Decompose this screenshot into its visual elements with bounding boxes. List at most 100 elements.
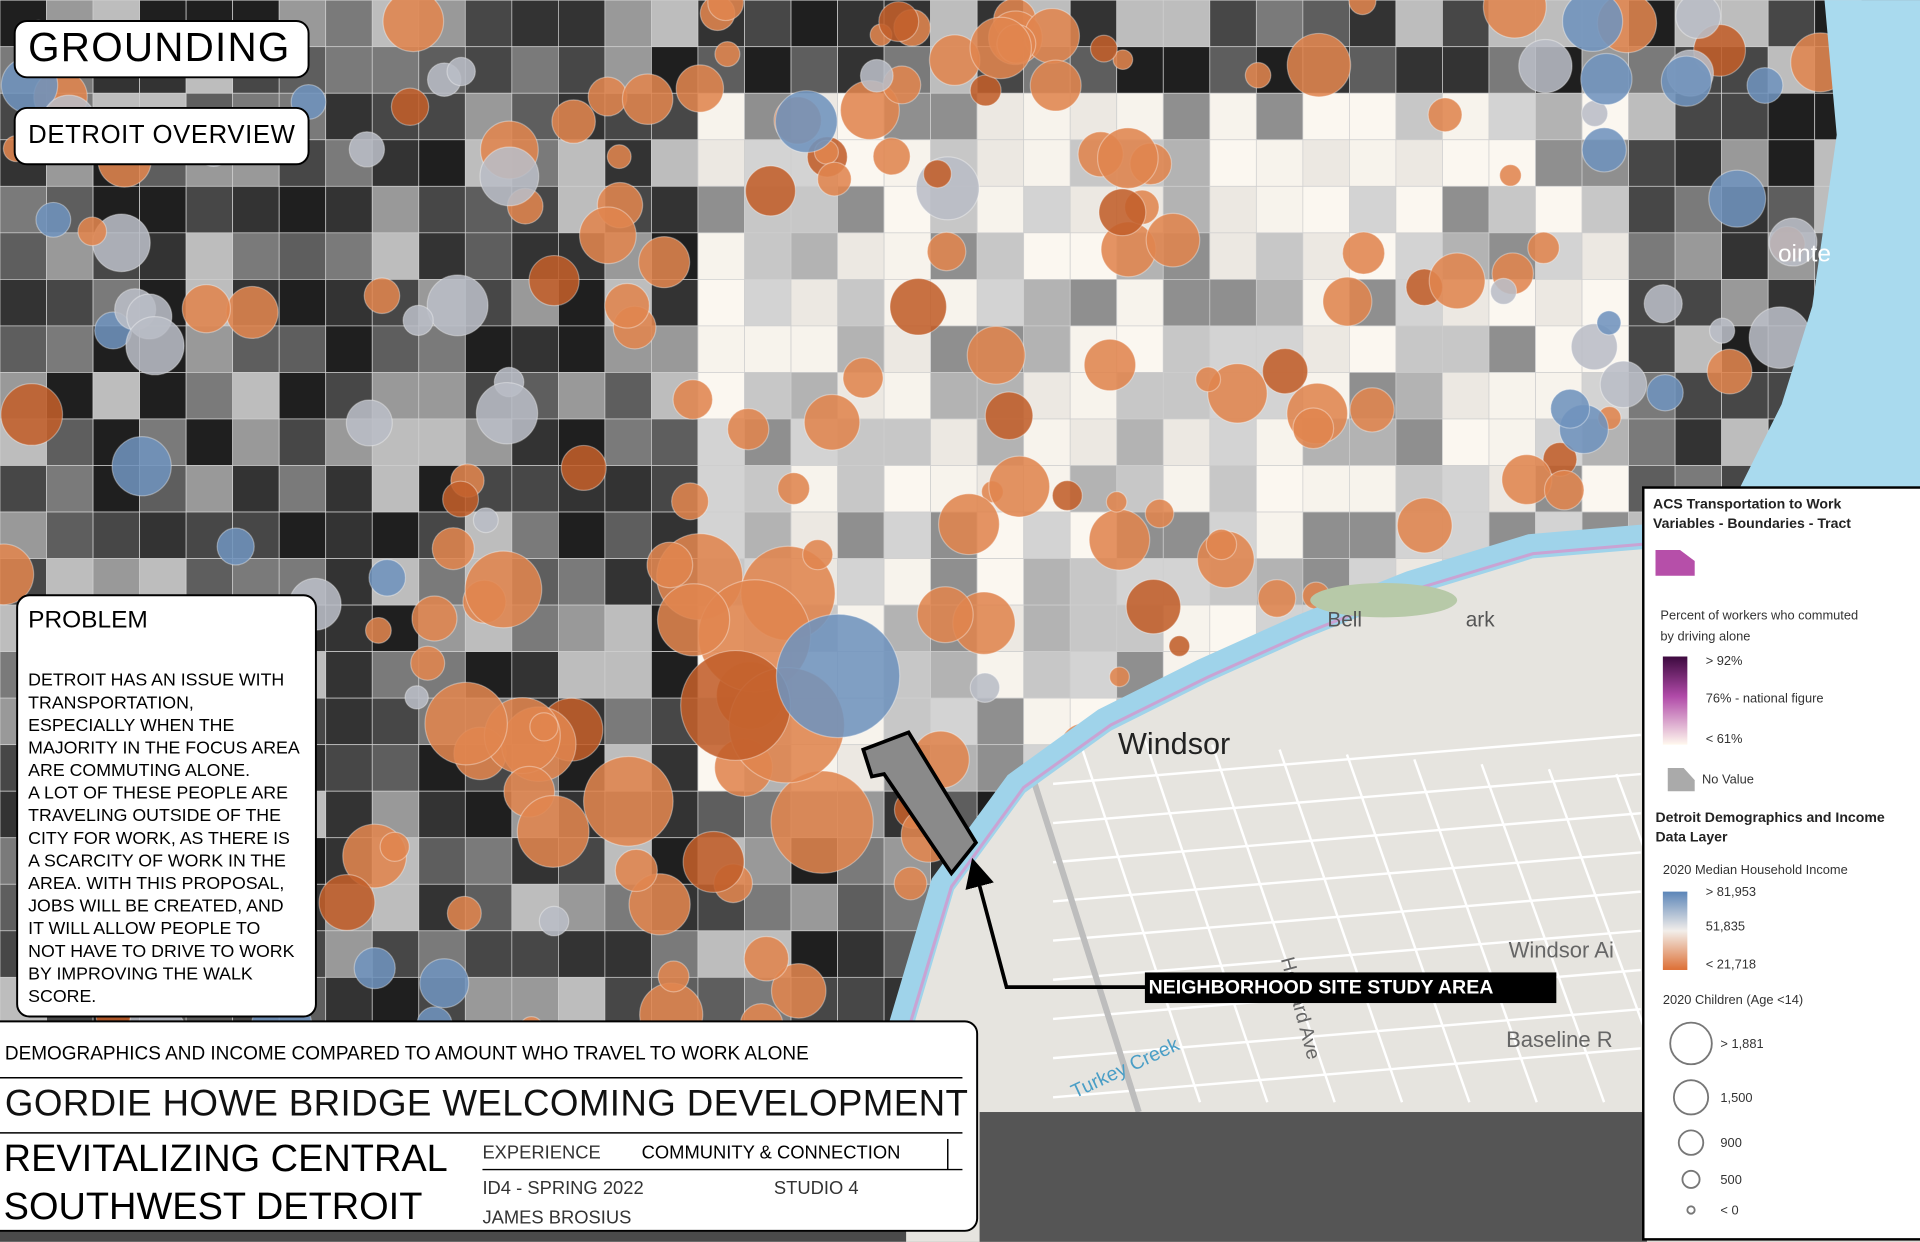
tract-circle: [1646, 374, 1684, 412]
tract: [1069, 418, 1118, 466]
tract: [1442, 418, 1490, 466]
project-name: REVITALIZING CENTRAL: [4, 1138, 448, 1180]
tract: [232, 372, 280, 420]
tract: [558, 325, 606, 373]
tract: [604, 651, 652, 699]
map-label: ark: [1466, 609, 1495, 632]
tract: [651, 0, 699, 48]
tract: [1535, 185, 1583, 234]
tract: [790, 232, 838, 280]
tract: [697, 185, 745, 234]
tract-circle: [77, 216, 108, 247]
problem-line: DETROIT HAS AN ISSUE WITH: [28, 670, 284, 690]
subtitle: DETROIT OVERVIEW: [28, 121, 295, 149]
tract-circle: [893, 866, 928, 901]
tract: [278, 511, 327, 559]
tract: [278, 278, 327, 327]
tract-circle: [404, 685, 429, 710]
legend-size-label: 900: [1720, 1135, 1741, 1150]
tract: [1162, 465, 1211, 513]
tract: [325, 651, 373, 699]
tract-circle: [426, 274, 489, 337]
tract-circle: [582, 755, 674, 847]
tract: [1395, 0, 1443, 48]
tract: [1255, 0, 1304, 48]
tract: [1349, 92, 1397, 141]
tract: [0, 278, 47, 327]
tract: [278, 232, 327, 280]
tract-circle: [348, 131, 386, 168]
tract: [1442, 325, 1490, 373]
dark-band: [979, 1112, 1647, 1242]
legend-no-value: No Value: [1702, 772, 1754, 787]
tract: [1069, 604, 1118, 652]
tract: [325, 465, 373, 513]
tract: [1023, 325, 1071, 373]
tract: [1628, 139, 1676, 187]
tract-circle: [472, 507, 499, 534]
caption: DEMOGRAPHICS AND INCOME COMPARED TO AMOU…: [5, 1043, 809, 1064]
tract: [697, 139, 745, 187]
tract: [1442, 139, 1490, 187]
legend-ramp: [1662, 656, 1688, 745]
tract-circle: [606, 144, 632, 170]
problem-text: DETROIT HAS AN ISSUE WITHTRANSPORTATION,…: [28, 670, 300, 1006]
problem-line: TRANSPORTATION,: [28, 692, 194, 712]
author: JAMES BROSIUS: [482, 1206, 631, 1227]
tract: [1209, 0, 1257, 48]
tract: [1628, 185, 1676, 234]
tract: [697, 790, 745, 839]
subtitle-box: [13, 106, 310, 166]
tract: [418, 232, 466, 280]
tract: [1209, 465, 1257, 513]
tract: [837, 465, 885, 513]
tract: [232, 418, 280, 466]
tract: [325, 232, 373, 280]
tract-circle: [551, 99, 596, 144]
tract-circle: [410, 645, 446, 681]
belle-isle: [1310, 583, 1458, 618]
tract-circle: [937, 493, 1000, 556]
tract: [1255, 139, 1304, 187]
tract: [837, 883, 885, 932]
tract: [744, 232, 792, 280]
legend-title: Detroit Demographics and Income: [1656, 809, 1885, 825]
tract: [1116, 278, 1164, 327]
tract: [511, 651, 559, 699]
tract: [1349, 46, 1397, 94]
legend-size-label: < 0: [1720, 1203, 1738, 1218]
tract: [1023, 185, 1071, 234]
legend-size: [1677, 1129, 1705, 1156]
tract: [46, 465, 94, 513]
tract: [511, 511, 559, 559]
tract: [0, 232, 47, 280]
tract: [1023, 418, 1071, 466]
tract: [558, 930, 606, 978]
tract: [1302, 185, 1350, 234]
tract-circle: [1746, 66, 1784, 104]
tract: [1628, 232, 1676, 280]
tract: [185, 325, 234, 373]
tract: [92, 372, 140, 420]
tract: [790, 46, 838, 94]
problem-line: AREA. WITH THIS PROPOSAL,: [28, 873, 284, 893]
legend-size-label: 500: [1720, 1172, 1741, 1187]
street: [1413, 758, 1538, 1103]
tract-circle: [872, 137, 911, 176]
title-block-box: [0, 1020, 979, 1232]
legend-ramp: [1662, 891, 1688, 970]
tract-circle: [1428, 252, 1486, 310]
tract-circle: [775, 613, 901, 739]
tract: [1767, 139, 1816, 187]
tract-circle: [988, 455, 1051, 518]
tract: [325, 558, 373, 606]
tract: [1628, 418, 1676, 466]
tract: [837, 511, 885, 559]
tract-circle: [1105, 491, 1128, 513]
tract: [325, 46, 373, 94]
legend-stop: > 92%: [1706, 653, 1743, 668]
tract-circle: [969, 74, 1002, 107]
tract-circle: [984, 391, 1034, 441]
tract-circle: [1348, 0, 1377, 16]
tract: [464, 930, 513, 978]
